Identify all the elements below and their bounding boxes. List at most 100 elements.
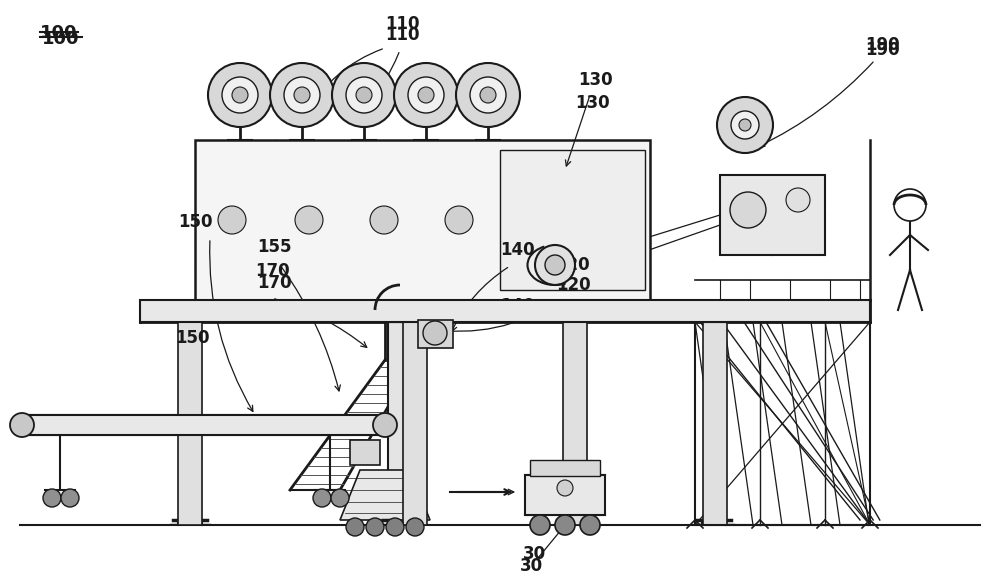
Bar: [296, 420, 306, 430]
Bar: [350, 440, 380, 465]
Bar: [282, 200, 337, 235]
Circle shape: [580, 515, 600, 535]
Bar: [380, 420, 390, 430]
Text: 100: 100: [40, 24, 78, 42]
Circle shape: [731, 111, 759, 139]
Bar: [279, 420, 289, 430]
Bar: [403, 322, 427, 525]
Bar: [357, 200, 412, 235]
Bar: [162, 420, 172, 430]
Polygon shape: [340, 470, 430, 520]
Circle shape: [43, 489, 61, 507]
Bar: [282, 150, 342, 180]
Circle shape: [294, 87, 310, 103]
Circle shape: [394, 63, 458, 127]
Circle shape: [61, 489, 79, 507]
Bar: [525, 475, 605, 515]
Circle shape: [470, 77, 506, 113]
Text: 130: 130: [575, 94, 610, 112]
Bar: [18, 415, 388, 435]
Circle shape: [366, 518, 384, 536]
Bar: [530, 460, 600, 476]
Text: 120: 120: [556, 276, 591, 294]
Bar: [418, 320, 453, 348]
Bar: [362, 250, 407, 275]
Bar: [432, 150, 492, 180]
Circle shape: [786, 188, 810, 212]
Bar: [129, 420, 139, 430]
Bar: [178, 322, 202, 525]
Bar: [703, 322, 727, 525]
Bar: [287, 250, 332, 275]
Bar: [210, 250, 255, 275]
Bar: [246, 420, 256, 430]
Bar: [179, 420, 189, 430]
Text: 130: 130: [578, 71, 613, 89]
Bar: [28, 420, 38, 430]
Bar: [205, 200, 260, 235]
Text: 100: 100: [42, 30, 80, 48]
Circle shape: [222, 77, 258, 113]
Circle shape: [894, 189, 926, 221]
Bar: [78, 420, 88, 430]
Bar: [229, 420, 239, 430]
Circle shape: [370, 206, 398, 234]
Text: 155: 155: [257, 238, 292, 256]
Bar: [346, 420, 356, 430]
Circle shape: [331, 489, 349, 507]
Text: 30: 30: [523, 545, 546, 563]
Bar: [45, 420, 55, 430]
Circle shape: [739, 119, 751, 131]
Circle shape: [332, 63, 396, 127]
Circle shape: [346, 518, 364, 536]
Text: 120: 120: [555, 256, 590, 274]
Circle shape: [218, 206, 246, 234]
Bar: [437, 250, 482, 275]
Bar: [357, 150, 417, 180]
Circle shape: [232, 87, 248, 103]
Circle shape: [557, 480, 573, 496]
Bar: [330, 420, 340, 430]
Circle shape: [456, 63, 520, 127]
Bar: [313, 420, 323, 430]
Circle shape: [208, 63, 272, 127]
Bar: [145, 420, 155, 430]
Text: 140: 140: [500, 241, 535, 259]
Bar: [195, 140, 650, 300]
Bar: [263, 420, 273, 430]
Bar: [205, 150, 265, 180]
Text: 155: 155: [255, 300, 290, 318]
Circle shape: [346, 77, 382, 113]
Bar: [95, 420, 105, 430]
Text: 110: 110: [385, 26, 420, 45]
Text: 140: 140: [500, 297, 535, 315]
Text: 190: 190: [865, 36, 900, 54]
Bar: [720, 175, 825, 255]
Circle shape: [530, 515, 550, 535]
Circle shape: [386, 518, 404, 536]
Text: 170: 170: [257, 274, 292, 292]
Bar: [500, 150, 645, 290]
Circle shape: [555, 515, 575, 535]
Circle shape: [418, 87, 434, 103]
Bar: [62, 420, 72, 430]
Text: 190: 190: [865, 41, 900, 59]
Circle shape: [423, 321, 447, 345]
Bar: [695, 322, 870, 525]
Circle shape: [356, 87, 372, 103]
Circle shape: [284, 77, 320, 113]
Bar: [563, 322, 587, 525]
Circle shape: [717, 97, 773, 153]
Text: 150: 150: [178, 213, 212, 231]
Circle shape: [270, 63, 334, 127]
Circle shape: [408, 77, 444, 113]
Circle shape: [313, 489, 331, 507]
Bar: [140, 300, 870, 322]
Circle shape: [535, 245, 575, 285]
Bar: [196, 420, 206, 430]
Circle shape: [480, 87, 496, 103]
Circle shape: [730, 192, 766, 228]
Text: 170: 170: [255, 262, 290, 280]
Circle shape: [545, 255, 565, 275]
Bar: [212, 420, 222, 430]
